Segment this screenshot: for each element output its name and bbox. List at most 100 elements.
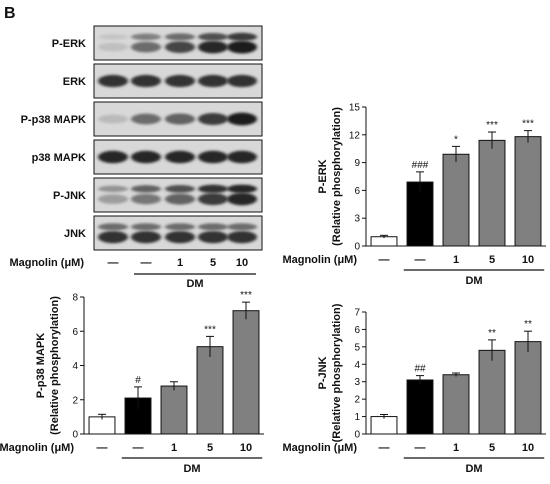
blot-band xyxy=(98,230,128,244)
x-tick-label: — xyxy=(97,442,108,454)
significance-label: ** xyxy=(488,328,496,339)
significance-label: *** xyxy=(522,119,534,130)
blot-band xyxy=(198,184,228,194)
blot-band xyxy=(165,113,195,125)
blot-band xyxy=(165,223,195,231)
y-axis-subtitle: (Relative phosphorylation) xyxy=(331,107,343,246)
blot-band xyxy=(198,32,228,41)
significance-label: ** xyxy=(524,319,532,330)
blot-band xyxy=(131,113,161,125)
blot-band xyxy=(198,74,228,88)
blot-band xyxy=(98,150,128,164)
blot-row-p-jnk: P-JNK xyxy=(53,177,263,213)
chart-p-erk: 0 3 6 9 12 15 P-ERK (Relative phosphorylation) —… xyxy=(282,103,546,287)
y-tick-label: 2 xyxy=(72,395,78,406)
blot-band xyxy=(131,41,161,53)
blot-band xyxy=(227,230,257,244)
blot-band xyxy=(227,150,257,164)
y-tick-label: 2 xyxy=(354,395,360,406)
significance-label: ### xyxy=(412,160,429,171)
bar xyxy=(160,385,188,435)
blot-band xyxy=(198,223,228,231)
blot-row-label: P-p38 MAPK xyxy=(21,114,86,126)
blot-row-label: JNK xyxy=(64,228,86,240)
x-tick-label: — xyxy=(415,442,426,454)
blot-band xyxy=(98,74,128,88)
blot-band xyxy=(165,193,195,205)
y-axis-title: P-JNK xyxy=(317,356,329,389)
x-tick-label: — xyxy=(379,442,390,454)
blot-band xyxy=(165,150,195,164)
blot-band xyxy=(227,32,257,41)
y-tick-label: 8 xyxy=(72,293,78,304)
y-tick-label: 4 xyxy=(354,360,360,371)
blot-band xyxy=(165,230,195,244)
x-tick-label: 1 xyxy=(171,442,177,454)
chart-p-jnk: 0 1 2 3 4 5 6 7 P-JNK (Relative phosphorylation) —… xyxy=(282,303,546,475)
y-tick-label: 0 xyxy=(354,242,360,253)
y-tick-label: 3 xyxy=(354,377,360,388)
y-tick-label: 6 xyxy=(354,186,360,197)
blot-band xyxy=(98,194,128,204)
y-axis-title: P-ERK xyxy=(317,159,329,193)
significance-label: *** xyxy=(486,120,498,131)
blot-band xyxy=(98,42,128,52)
significance-label: * xyxy=(454,134,458,145)
y-tick-label: 7 xyxy=(354,308,360,319)
y-axis-title: P-p38 MAPK xyxy=(35,333,47,398)
x-axis-title: Magnolin (μM) xyxy=(282,254,357,266)
blot-band xyxy=(165,184,195,193)
western-blot: P-ERK ERK P-p38 MAPK p38 MAPK P-JNK JNK Magnol… xyxy=(9,25,263,290)
blot-row-erk: ERK xyxy=(63,63,263,99)
bar xyxy=(442,153,470,247)
x-tick-label: — xyxy=(133,442,144,454)
y-tick-label: 9 xyxy=(354,158,360,169)
chart-p-p38-mapk: 0 2 4 6 8 P-p38 MAPK (Relative phosphorylation… xyxy=(0,290,264,475)
blot-band xyxy=(227,112,257,126)
group-label: DM xyxy=(183,463,200,475)
blot-band xyxy=(227,40,257,54)
bar xyxy=(232,310,260,435)
significance-label: *** xyxy=(240,290,252,301)
y-tick-label: 1 xyxy=(354,412,360,423)
y-tick-label: 0 xyxy=(72,430,78,441)
blot-band xyxy=(131,223,161,231)
blot-band xyxy=(227,74,257,88)
x-tick-label: — xyxy=(415,254,426,266)
blot-row-p-p38-mapk: P-p38 MAPK xyxy=(21,101,263,137)
x-tick-label: 5 xyxy=(489,254,495,266)
y-axis-subtitle: (Relative phosphorylation) xyxy=(49,296,61,435)
y-tick-label: 6 xyxy=(72,327,78,338)
x-axis-title: Magnolin (μM) xyxy=(0,442,74,454)
group-label: DM xyxy=(465,463,482,475)
significance-label: *** xyxy=(204,324,216,335)
y-tick-label: 15 xyxy=(349,103,361,114)
blot-band xyxy=(165,41,195,53)
blot-treatment-label: Magnolin (μM) xyxy=(9,257,84,269)
x-tick-label: 10 xyxy=(522,254,534,266)
y-tick-label: 4 xyxy=(72,361,78,372)
significance-label: ## xyxy=(414,364,426,375)
blot-band xyxy=(165,74,195,88)
blot-band xyxy=(227,184,257,194)
blot-band xyxy=(131,185,161,193)
blot-row-label: ERK xyxy=(63,76,86,88)
blot-group-label: DM xyxy=(186,278,203,290)
blot-lane-label: 10 xyxy=(236,257,248,269)
blot-row-label: P-JNK xyxy=(53,190,86,202)
blot-band xyxy=(227,223,257,231)
blot-band xyxy=(131,74,161,88)
blot-row-p-erk: P-ERK xyxy=(52,25,263,61)
y-tick-label: 12 xyxy=(349,130,361,141)
blot-lane-label: — xyxy=(141,257,152,269)
blot-band xyxy=(198,113,228,125)
panel-letter: B xyxy=(4,5,16,22)
y-tick-label: 3 xyxy=(354,214,360,225)
blot-band xyxy=(98,114,128,124)
blot-band xyxy=(198,230,228,244)
blot-row-p38-mapk: p38 MAPK xyxy=(32,139,263,175)
x-tick-label: 1 xyxy=(453,442,459,454)
bar xyxy=(370,416,398,435)
